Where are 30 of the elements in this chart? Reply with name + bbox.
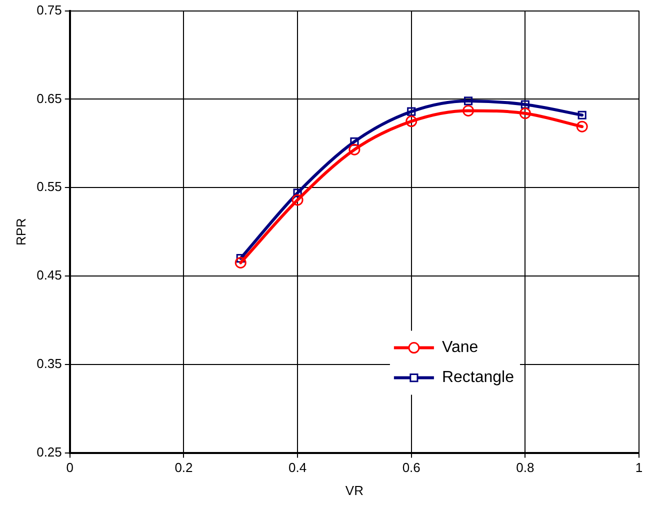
x-tick-label: 1 <box>635 460 643 476</box>
point <box>576 120 588 132</box>
point <box>406 116 418 128</box>
point <box>578 110 586 120</box>
y-tick-label: 0.55 <box>36 179 62 194</box>
x-tick-label: 0.8 <box>516 460 534 476</box>
y-tick-label: 0.65 <box>36 90 62 106</box>
point <box>292 194 304 206</box>
point <box>234 256 246 268</box>
y-tick-label: 0.75 <box>36 2 62 18</box>
y-tick-label: 0.45 <box>36 268 62 283</box>
x-tick-label: 0.2 <box>174 460 193 476</box>
point <box>348 144 360 156</box>
x-tick-label: 0 <box>66 460 74 476</box>
point <box>464 96 473 106</box>
legend-label: Rectangle <box>442 369 514 386</box>
point <box>462 104 474 116</box>
x-tick-label: 0.4 <box>288 460 307 476</box>
point <box>236 254 245 263</box>
y-axis-title: RPR <box>13 218 28 246</box>
point <box>407 107 416 116</box>
x-tick-label: 0.6 <box>402 460 420 476</box>
y-tick-label: 0.25 <box>36 444 62 460</box>
point <box>350 137 359 146</box>
y-tick-label: 0.35 <box>36 356 62 371</box>
x-axis-title: VR <box>345 482 364 498</box>
point <box>520 100 530 109</box>
point <box>519 108 531 120</box>
legend-label: Vane <box>442 339 478 356</box>
point <box>293 188 302 198</box>
